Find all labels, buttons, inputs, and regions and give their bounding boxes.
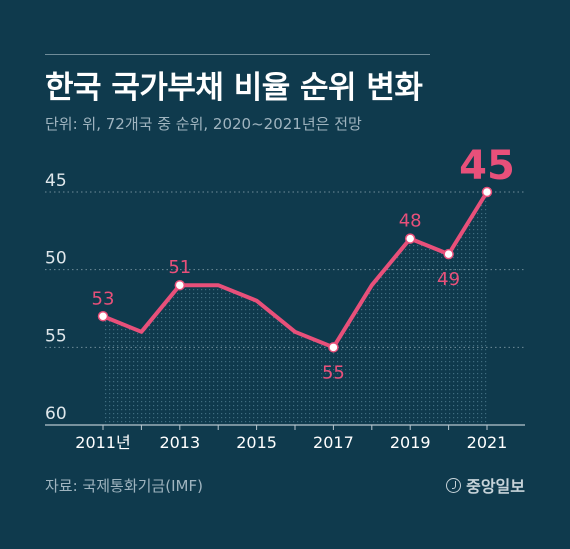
- data-label: 55: [322, 362, 345, 383]
- source-note: 자료: 국제통화기금(IMF): [45, 477, 203, 495]
- chart-title: 한국 국가부채 비율 순위 변화: [45, 70, 423, 106]
- data-point: [481, 186, 493, 198]
- chart-subtitle: 단위: 위, 72개국 중 순위, 2020~2021년은 전망: [45, 115, 362, 133]
- data-label-highlight: 45: [459, 143, 515, 189]
- data-label: 51: [168, 257, 191, 278]
- y-tick-label: 55: [45, 326, 67, 346]
- series-line: [101, 190, 489, 350]
- area-fill: [103, 192, 487, 425]
- x-tick-label: 2021: [467, 433, 508, 452]
- publisher-logo: 중앙일보: [446, 473, 525, 497]
- data-label: 48: [399, 211, 422, 232]
- x-tick-label: 2017: [313, 433, 354, 452]
- x-tick-label: 2015: [236, 433, 277, 452]
- data-point: [328, 342, 339, 353]
- data-label: 49: [437, 269, 460, 290]
- x-tick-label: 2011년: [75, 433, 130, 452]
- joongang-logo-icon: [446, 477, 462, 493]
- data-point: [404, 233, 416, 244]
- data-point: [174, 279, 186, 291]
- x-tick-label: 2019: [390, 433, 431, 452]
- y-tick-label: 60: [45, 404, 67, 424]
- data-point: [443, 248, 454, 260]
- top-divider: [45, 54, 430, 55]
- data-point: [97, 311, 109, 322]
- x-tick-label: 2013: [159, 433, 200, 452]
- data-label: 53: [92, 288, 115, 309]
- y-tick-label: 45: [45, 171, 67, 191]
- y-tick-label: 50: [45, 249, 67, 269]
- publisher-name: 중앙일보: [466, 477, 525, 496]
